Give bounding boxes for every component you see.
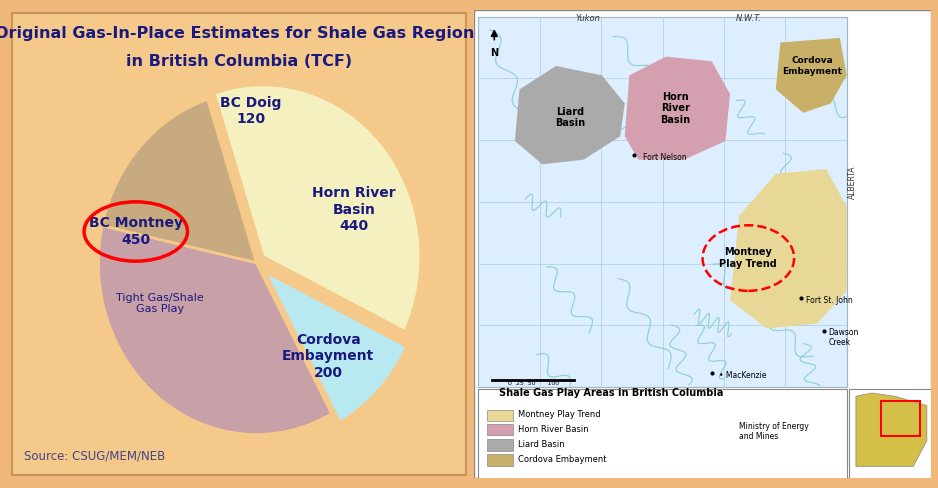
Text: 0  25  50      100: 0 25 50 100: [507, 381, 559, 386]
Text: N.W.T.: N.W.T.: [735, 15, 762, 23]
Text: Cordova Embayment: Cordova Embayment: [518, 455, 606, 464]
Text: in British Columbia (TCF): in British Columbia (TCF): [126, 54, 353, 69]
FancyBboxPatch shape: [12, 13, 466, 475]
Polygon shape: [855, 393, 927, 467]
Polygon shape: [776, 38, 847, 113]
Text: Liard Basin: Liard Basin: [518, 440, 565, 449]
Text: BC Doig
120: BC Doig 120: [220, 96, 281, 126]
FancyBboxPatch shape: [478, 389, 847, 478]
FancyBboxPatch shape: [849, 389, 930, 478]
Text: Source: CSUG/MEM/NEB: Source: CSUG/MEM/NEB: [23, 449, 165, 463]
Text: Dawson
Creek: Dawson Creek: [828, 328, 859, 347]
Text: • MacKenzie: • MacKenzie: [719, 371, 766, 380]
Text: Liard
Basin: Liard Basin: [554, 107, 585, 128]
FancyBboxPatch shape: [488, 424, 512, 435]
FancyBboxPatch shape: [488, 439, 512, 450]
Polygon shape: [625, 57, 730, 160]
Text: BC Montney
450: BC Montney 450: [89, 216, 183, 246]
Text: Yukon: Yukon: [576, 15, 600, 23]
Text: Horn River Basin: Horn River Basin: [518, 425, 588, 433]
Wedge shape: [98, 225, 332, 434]
Wedge shape: [102, 100, 256, 263]
Text: Fort St. John: Fort St. John: [806, 296, 853, 305]
Text: Cordova
Embayment: Cordova Embayment: [782, 56, 842, 76]
Text: Original Gas-In-Place Estimates for Shale Gas Regions: Original Gas-In-Place Estimates for Shal…: [0, 26, 484, 41]
Text: Tight Gas/Shale
Gas Play: Tight Gas/Shale Gas Play: [116, 292, 204, 314]
Polygon shape: [730, 169, 847, 328]
Text: Shale Gas Play Areas in British Columbia: Shale Gas Play Areas in British Columbia: [499, 388, 723, 398]
FancyBboxPatch shape: [488, 454, 512, 466]
Wedge shape: [214, 85, 421, 331]
Text: Horn
River
Basin: Horn River Basin: [660, 92, 690, 125]
Text: ALBERTA: ALBERTA: [848, 165, 857, 199]
FancyBboxPatch shape: [488, 410, 512, 421]
FancyBboxPatch shape: [478, 17, 847, 387]
Text: Ministry of Energy
and Mines: Ministry of Energy and Mines: [739, 422, 809, 441]
Text: Cordova
Embayment
200: Cordova Embayment 200: [282, 333, 374, 380]
Text: Horn River
Basin
440: Horn River Basin 440: [312, 186, 396, 233]
Text: Montney
Play Trend: Montney Play Trend: [719, 247, 778, 269]
Polygon shape: [515, 66, 625, 164]
Text: Fort Nelson: Fort Nelson: [643, 153, 687, 162]
Text: N: N: [491, 48, 498, 58]
Text: Montney Play Trend: Montney Play Trend: [518, 410, 600, 420]
Wedge shape: [265, 271, 407, 423]
FancyBboxPatch shape: [474, 10, 931, 478]
